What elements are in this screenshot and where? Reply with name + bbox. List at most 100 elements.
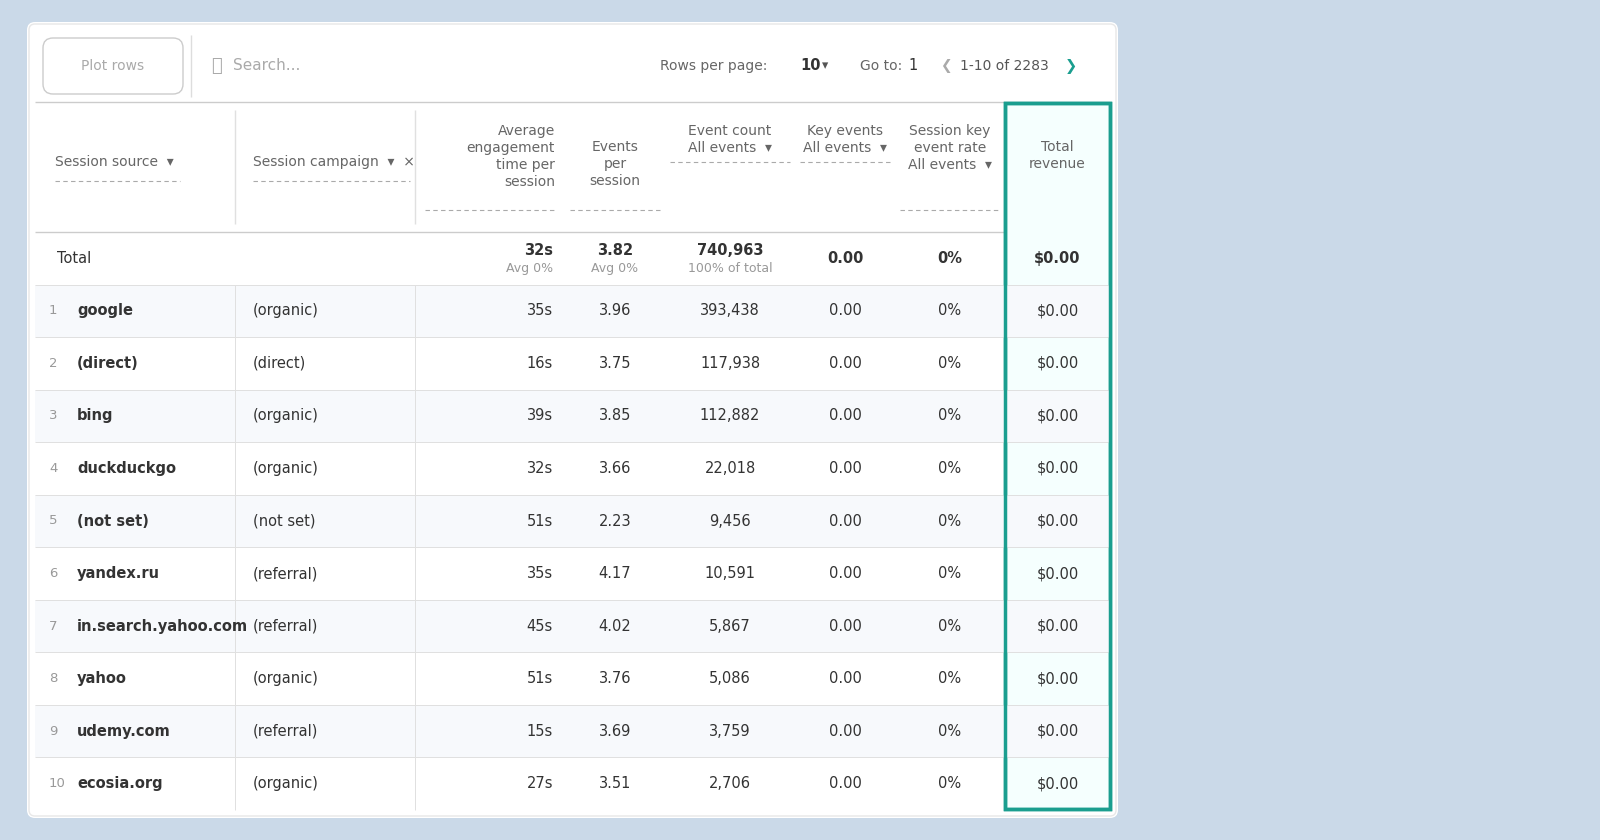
Text: $0.00: $0.00 bbox=[1037, 513, 1078, 528]
Text: 27s: 27s bbox=[526, 776, 554, 791]
Text: Total: Total bbox=[1042, 140, 1074, 154]
Text: 0%: 0% bbox=[939, 618, 962, 633]
Text: 3.76: 3.76 bbox=[598, 671, 632, 686]
Text: 1-10 of 2283: 1-10 of 2283 bbox=[960, 59, 1048, 73]
Text: All events  ▾: All events ▾ bbox=[688, 141, 771, 155]
Text: 16s: 16s bbox=[526, 356, 554, 371]
Text: All events  ▾: All events ▾ bbox=[909, 158, 992, 172]
Text: 7: 7 bbox=[50, 620, 58, 633]
Text: (organic): (organic) bbox=[253, 408, 318, 423]
Text: Session campaign  ▾  ×: Session campaign ▾ × bbox=[253, 155, 414, 169]
Text: 10,591: 10,591 bbox=[704, 566, 755, 581]
Text: 117,938: 117,938 bbox=[699, 356, 760, 371]
Text: 5,086: 5,086 bbox=[709, 671, 750, 686]
Text: 22,018: 22,018 bbox=[704, 461, 755, 476]
Text: 39s: 39s bbox=[526, 408, 554, 423]
Text: 3: 3 bbox=[50, 409, 58, 423]
Text: ecosia.org: ecosia.org bbox=[77, 776, 163, 791]
Text: 3.51: 3.51 bbox=[598, 776, 630, 791]
Text: $0.00: $0.00 bbox=[1034, 251, 1080, 265]
Text: (direct): (direct) bbox=[253, 356, 306, 371]
Text: 0.00: 0.00 bbox=[829, 618, 861, 633]
Text: event rate: event rate bbox=[914, 141, 986, 155]
Text: Event count: Event count bbox=[688, 124, 771, 138]
Text: 10: 10 bbox=[800, 59, 821, 73]
Text: 0.00: 0.00 bbox=[829, 776, 861, 791]
Text: 3.96: 3.96 bbox=[598, 303, 630, 318]
Text: 0.00: 0.00 bbox=[829, 513, 861, 528]
Text: 0%: 0% bbox=[939, 356, 962, 371]
Text: 5,867: 5,867 bbox=[709, 618, 750, 633]
Text: 35s: 35s bbox=[526, 303, 554, 318]
Text: 3,759: 3,759 bbox=[709, 724, 750, 738]
Text: (referral): (referral) bbox=[253, 724, 318, 738]
Text: 740,963: 740,963 bbox=[696, 243, 763, 258]
Text: 6: 6 bbox=[50, 567, 58, 580]
Text: 0%: 0% bbox=[939, 461, 962, 476]
Text: 51s: 51s bbox=[526, 513, 554, 528]
Bar bbox=[1005, 103, 1110, 809]
Text: 32s: 32s bbox=[526, 461, 554, 476]
Text: 0%: 0% bbox=[939, 566, 962, 581]
Text: 9: 9 bbox=[50, 725, 58, 738]
Text: 2,706: 2,706 bbox=[709, 776, 750, 791]
Text: Go to:: Go to: bbox=[861, 59, 902, 73]
Text: 0%: 0% bbox=[939, 513, 962, 528]
Text: 3.85: 3.85 bbox=[598, 408, 630, 423]
Text: ⌕: ⌕ bbox=[211, 57, 222, 75]
Text: bing: bing bbox=[77, 408, 114, 423]
Text: google: google bbox=[77, 303, 133, 318]
Text: 0.00: 0.00 bbox=[829, 356, 861, 371]
Text: (organic): (organic) bbox=[253, 671, 318, 686]
Text: engagement: engagement bbox=[467, 141, 555, 155]
Text: ▾: ▾ bbox=[822, 60, 829, 72]
Text: $0.00: $0.00 bbox=[1037, 408, 1078, 423]
Text: (not set): (not set) bbox=[253, 513, 315, 528]
Text: 4: 4 bbox=[50, 462, 58, 475]
Text: 0.00: 0.00 bbox=[829, 566, 861, 581]
Text: (referral): (referral) bbox=[253, 566, 318, 581]
Text: Avg 0%: Avg 0% bbox=[592, 262, 638, 275]
Text: Search...: Search... bbox=[234, 59, 301, 73]
Text: 3.75: 3.75 bbox=[598, 356, 632, 371]
Text: Session key: Session key bbox=[909, 124, 990, 138]
Bar bbox=[35, 390, 1110, 442]
Text: All events  ▾: All events ▾ bbox=[803, 141, 886, 155]
Text: 393,438: 393,438 bbox=[701, 303, 760, 318]
Text: udemy.com: udemy.com bbox=[77, 724, 171, 738]
Text: 15s: 15s bbox=[526, 724, 554, 738]
Text: 0%: 0% bbox=[939, 776, 962, 791]
Bar bbox=[35, 600, 1110, 653]
Text: 0%: 0% bbox=[939, 408, 962, 423]
Text: $0.00: $0.00 bbox=[1037, 566, 1078, 581]
Text: revenue: revenue bbox=[1029, 157, 1086, 171]
Text: 1: 1 bbox=[909, 59, 917, 73]
Text: 0%: 0% bbox=[939, 303, 962, 318]
Text: 4.02: 4.02 bbox=[598, 618, 632, 633]
Text: 35s: 35s bbox=[526, 566, 554, 581]
Text: $0.00: $0.00 bbox=[1037, 776, 1078, 791]
Bar bbox=[35, 495, 1110, 548]
Text: $0.00: $0.00 bbox=[1037, 356, 1078, 371]
FancyBboxPatch shape bbox=[27, 22, 1118, 818]
Text: Plot rows: Plot rows bbox=[82, 59, 144, 73]
Text: 0.00: 0.00 bbox=[827, 251, 862, 265]
Text: duckduckgo: duckduckgo bbox=[77, 461, 176, 476]
Text: 51s: 51s bbox=[526, 671, 554, 686]
Text: $0.00: $0.00 bbox=[1037, 461, 1078, 476]
Text: 0%: 0% bbox=[938, 251, 963, 265]
Text: Rows per page:: Rows per page: bbox=[661, 59, 768, 73]
Text: 2: 2 bbox=[50, 357, 58, 370]
Text: per: per bbox=[603, 157, 627, 171]
FancyBboxPatch shape bbox=[43, 38, 182, 94]
Text: 5: 5 bbox=[50, 514, 58, 528]
Text: Events: Events bbox=[592, 140, 638, 154]
Text: (organic): (organic) bbox=[253, 303, 318, 318]
Bar bbox=[35, 705, 1110, 758]
Text: 0.00: 0.00 bbox=[829, 671, 861, 686]
Text: ❯: ❯ bbox=[1066, 59, 1077, 73]
Text: $0.00: $0.00 bbox=[1037, 303, 1078, 318]
Text: 3.82: 3.82 bbox=[597, 243, 634, 258]
Text: 112,882: 112,882 bbox=[699, 408, 760, 423]
Text: 9,456: 9,456 bbox=[709, 513, 750, 528]
